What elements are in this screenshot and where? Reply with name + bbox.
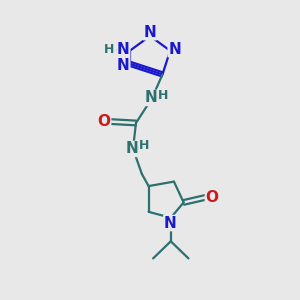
Text: N: N — [144, 91, 157, 106]
Text: H: H — [139, 140, 149, 152]
Text: N: N — [168, 42, 181, 57]
Text: N: N — [117, 42, 130, 57]
Text: O: O — [206, 190, 218, 205]
Text: O: O — [98, 114, 111, 129]
Text: N: N — [144, 25, 156, 40]
Text: H: H — [158, 88, 169, 101]
Text: N: N — [164, 216, 177, 231]
Text: N: N — [125, 141, 138, 156]
Text: H: H — [104, 43, 114, 56]
Text: N: N — [117, 58, 130, 73]
